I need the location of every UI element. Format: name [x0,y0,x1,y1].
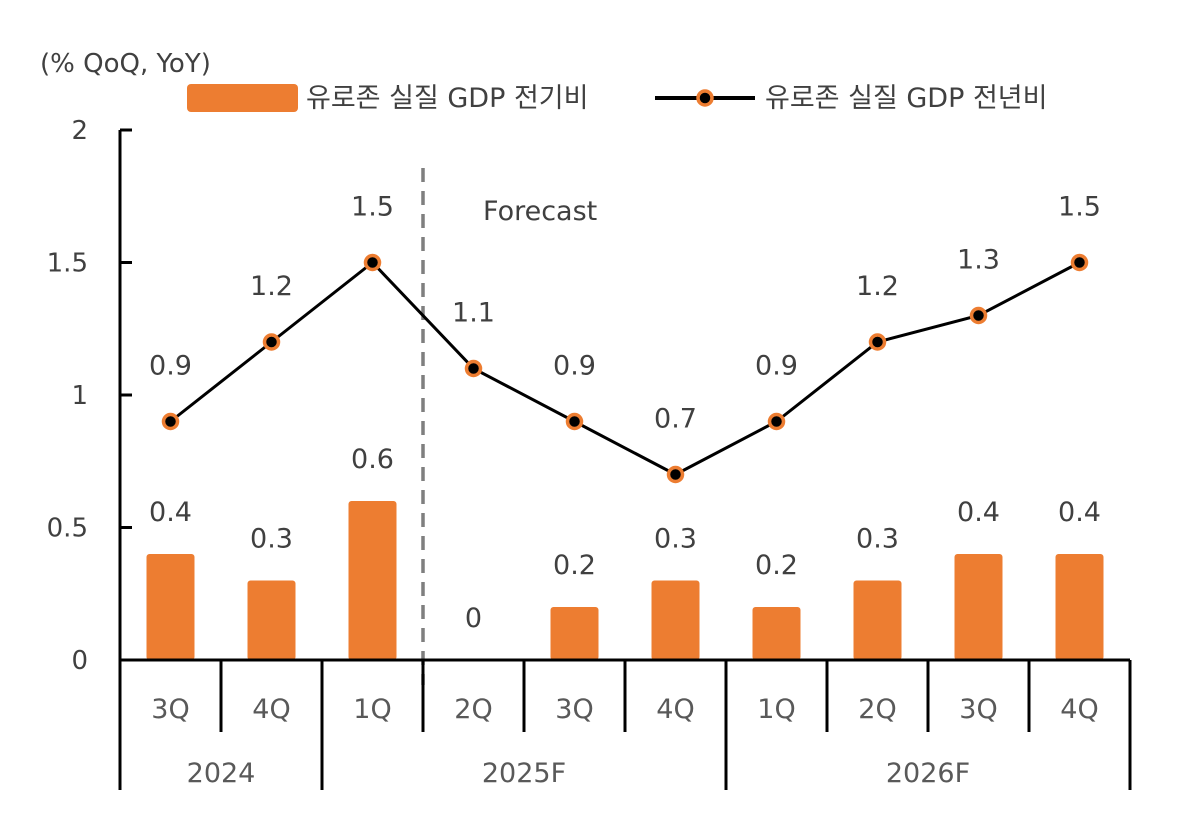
bar [247,580,296,660]
bar [146,554,195,660]
y-tick-label: 1 [71,381,88,411]
legend-label-line: 유로존 실질 GDP 전년비 [765,83,1047,114]
yoy-point [161,412,180,431]
bar-value-label: 0.4 [149,497,192,528]
yoy-point [262,333,281,351]
y-tick-label: 1.5 [47,249,88,279]
bar [853,580,902,660]
bar-value-label: 0.2 [755,550,798,581]
bar-value-label: 0.2 [553,550,596,581]
x-category-label: 2Q [454,694,492,725]
forecast-label: Forecast [483,196,597,227]
bar-value-label: 0.3 [654,524,697,555]
bar-value-label: 0.6 [351,444,394,475]
yoy-point [565,412,584,431]
x-category-label: 3Q [151,694,189,725]
year-group-label: 2025F [482,758,566,789]
yoy-point [969,306,988,325]
y-tick-label: 0.5 [47,514,88,544]
line-value-label: 1.5 [351,192,394,223]
x-category-label: 2Q [858,694,896,725]
line-value-label: 0.9 [755,351,798,382]
bar [954,554,1003,660]
bar [651,580,700,660]
line-value-label: 1.3 [957,245,1000,276]
bar [1055,554,1104,660]
bar-value-label: 0.3 [856,524,899,555]
bar [348,501,397,660]
x-category-label: 1Q [757,694,795,725]
yoy-point [1070,253,1089,272]
yoy-point [464,359,483,378]
year-group-label: 2026F [886,758,970,789]
bar-value-label: 0.3 [250,524,293,555]
yoy-point [868,333,887,351]
yoy-point [363,253,382,272]
legend-label-bar: 유로존 실질 GDP 전기비 [306,83,588,114]
x-category-label: 4Q [1060,694,1098,725]
yoy-line [169,260,1081,477]
line-value-label: 1.1 [452,298,495,329]
x-category-label: 3Q [555,694,593,725]
legend-swatch-marker [696,89,714,107]
line-value-label: 1.5 [1058,192,1101,223]
line-value-label: 0.9 [553,351,596,382]
x-category-label: 3Q [959,694,997,725]
legend-swatch-bar [187,84,298,112]
bar-value-label: 0.4 [957,497,1000,528]
yoy-point [767,412,786,431]
y-tick-label: 2 [71,116,88,146]
x-category-label: 4Q [252,694,290,725]
yoy-point [666,465,685,484]
unit-label: (% QoQ, YoY) [40,49,211,79]
bar-value-label: 0.4 [1058,497,1101,528]
x-category-label: 4Q [656,694,694,725]
year-group-label: 2024 [187,758,256,789]
y-tick-label: 0 [71,646,88,676]
line-value-label: 1.2 [856,271,899,302]
line-value-label: 1.2 [250,271,293,302]
bar [752,607,801,660]
bar-value-label: 0 [465,603,482,634]
bar [550,607,599,660]
x-category-label: 1Q [353,694,391,725]
line-value-label: 0.7 [654,404,697,435]
line-value-label: 0.9 [149,351,192,382]
